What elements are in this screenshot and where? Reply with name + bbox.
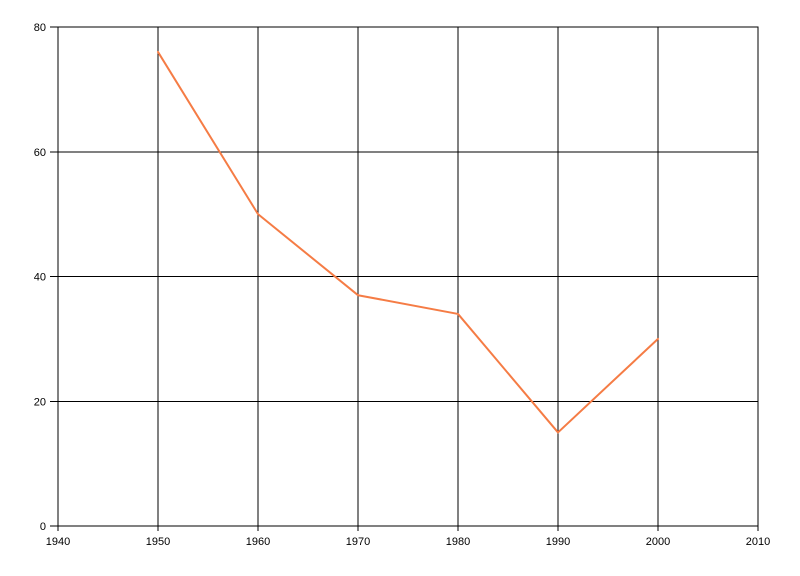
y-axis-tick-label: 0 xyxy=(40,521,46,533)
x-axis-tick-label: 1940 xyxy=(46,536,70,548)
x-axis-tick-label: 2000 xyxy=(646,536,670,548)
x-axis-tick-label: 1960 xyxy=(246,536,270,548)
y-axis-tick-label: 20 xyxy=(34,396,46,408)
data-series-line xyxy=(157,50,659,434)
y-axis-tick-label: 60 xyxy=(34,147,46,159)
plot-frame xyxy=(57,26,759,527)
x-axis-tick-label: 1950 xyxy=(146,536,170,548)
y-axis-tick-label: 80 xyxy=(34,22,46,34)
y-axis-tick-label: 40 xyxy=(34,272,46,284)
x-axis-tick-label: 1990 xyxy=(546,536,570,548)
x-axis-tick-label: 2010 xyxy=(746,536,770,548)
x-axis-tick-label: 1970 xyxy=(346,536,370,548)
x-axis-tick-label: 1980 xyxy=(446,536,470,548)
